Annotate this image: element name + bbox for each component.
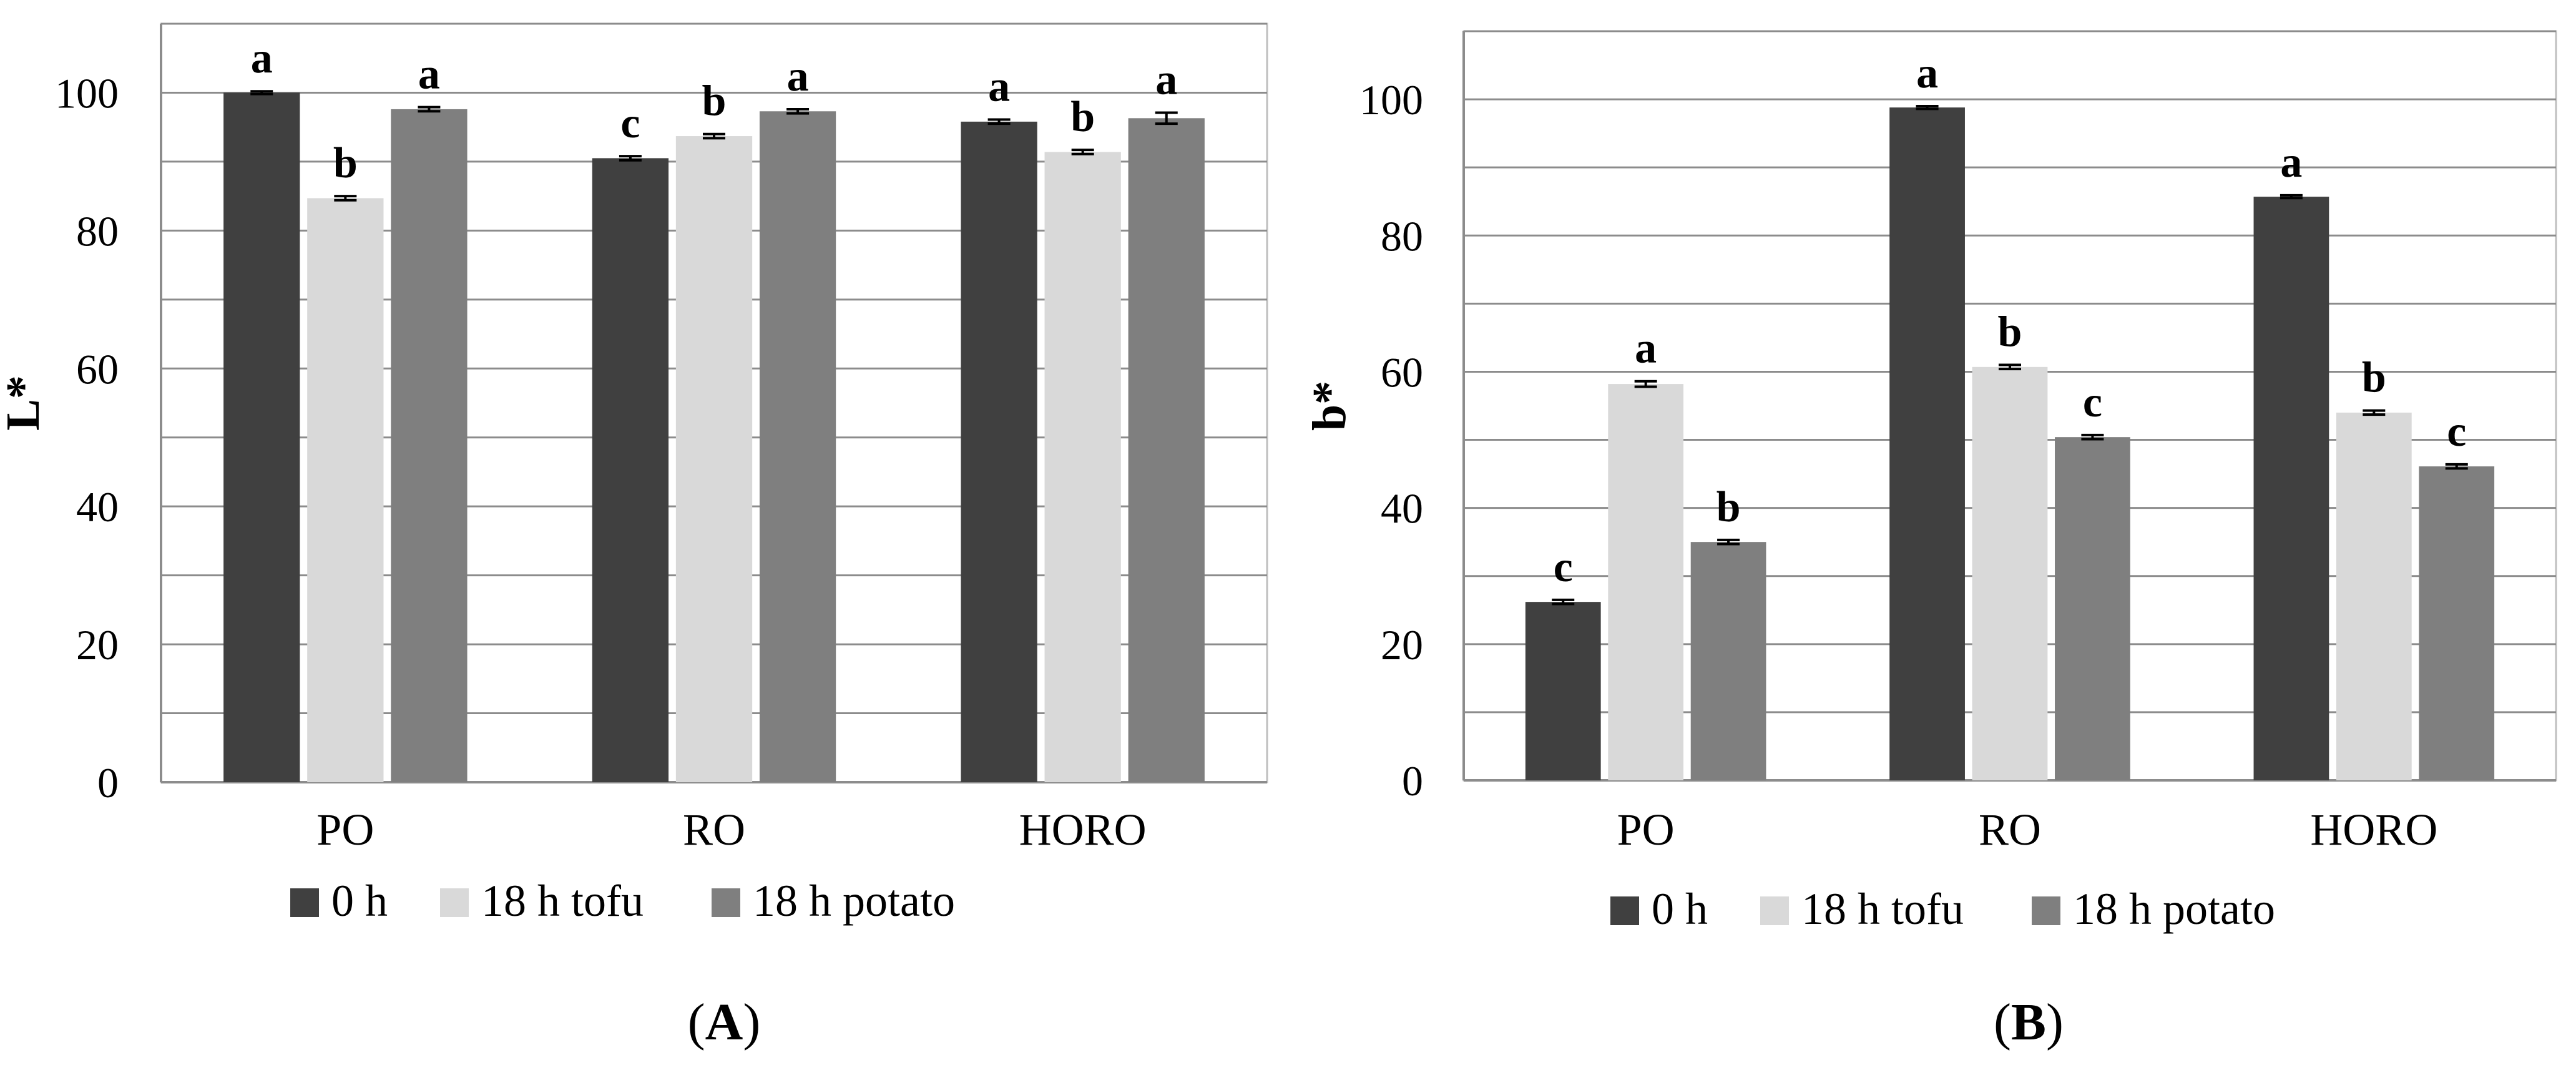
y-axis-title: L* — [0, 375, 49, 431]
y-tick-label: 40 — [76, 483, 119, 531]
legend-swatch — [1760, 896, 1789, 925]
legend-label: 0 h — [331, 876, 388, 926]
significance-letter: c — [620, 99, 640, 147]
significance-letter: c — [2083, 378, 2102, 426]
y-tick-label: 60 — [1381, 348, 1423, 396]
y-tick-label: 20 — [1381, 621, 1423, 669]
legend-label: 0 h — [1652, 884, 1708, 934]
legend-label: 18 h potato — [2073, 884, 2275, 934]
bar — [675, 136, 753, 783]
panel-label-close: ) — [743, 993, 760, 1051]
significance-letter: a — [787, 52, 809, 101]
y-tick-label: 60 — [76, 345, 119, 393]
significance-letter: a — [1916, 49, 1938, 97]
x-category-label: HORO — [2310, 805, 2437, 855]
significance-letter: c — [2447, 408, 2466, 456]
y-tick-label: 100 — [55, 69, 119, 117]
bar — [1972, 366, 2048, 780]
y-tick-label: 0 — [97, 759, 119, 807]
significance-letter: a — [418, 51, 440, 99]
bar — [1044, 152, 1121, 783]
legend-swatch — [440, 888, 469, 917]
significance-letter: a — [988, 63, 1010, 111]
y-axis-title: b* — [1303, 381, 1356, 431]
significance-letter: a — [251, 34, 273, 82]
x-category-label: PO — [1617, 805, 1675, 855]
y-tick-label: 80 — [76, 207, 119, 255]
bar — [1128, 118, 1205, 782]
y-tick-label: 40 — [1381, 485, 1423, 533]
panel-label-close: ) — [2046, 993, 2064, 1051]
x-category-label: PO — [316, 805, 374, 855]
panel-label: (B) — [1994, 993, 2064, 1051]
legend-swatch — [1610, 896, 1639, 925]
bar — [1690, 542, 1766, 780]
legend-swatch — [290, 888, 319, 917]
legend-label: 18 h tofu — [481, 876, 644, 926]
bar — [759, 111, 836, 783]
panel-label-open: ( — [1994, 993, 2011, 1051]
bar — [1525, 602, 1601, 780]
bar — [2055, 437, 2130, 780]
y-tick-label: 20 — [76, 621, 119, 669]
panel-label: (A) — [688, 993, 761, 1051]
significance-letter: b — [2362, 354, 2386, 402]
bar — [223, 92, 300, 782]
significance-letter: b — [1717, 483, 1741, 531]
significance-letter: b — [333, 139, 358, 187]
legend-label: 18 h tofu — [1801, 884, 1964, 934]
bar — [592, 158, 669, 783]
bar — [2419, 466, 2495, 780]
panel-b-chart: 0 20 40 60 80 100 b* c a b PO a b c RO a b c HORO 0 h 18 h t… — [1303, 30, 2557, 1051]
bar — [1889, 107, 1965, 780]
x-category-label: RO — [1979, 805, 2041, 855]
significance-letter: a — [2280, 139, 2302, 187]
y-tick-label: 0 — [1402, 757, 1423, 805]
x-category-label: RO — [683, 805, 745, 855]
legend-swatch — [2032, 896, 2060, 925]
panel-a-chart: 0 20 40 60 80 100 L* a b a PO c b a RO a b a HORO 0 h 18 h t… — [0, 22, 1268, 1051]
significance-letter: b — [1998, 308, 2022, 356]
significance-letter: b — [702, 77, 727, 125]
panel-label-open: ( — [688, 993, 705, 1051]
y-tick-label: 100 — [1359, 76, 1423, 124]
panel-label-letter: A — [705, 993, 743, 1051]
bar — [2336, 412, 2412, 780]
significance-letter: a — [1155, 56, 1177, 104]
bar — [1608, 384, 1684, 780]
x-category-label: HORO — [1019, 805, 1147, 855]
y-tick-label: 80 — [1381, 212, 1423, 260]
legend-swatch — [712, 888, 740, 917]
bar — [961, 121, 1037, 782]
significance-letter: c — [1554, 543, 1573, 591]
bar — [391, 109, 468, 783]
bar — [307, 198, 384, 782]
legend-label: 18 h potato — [753, 876, 955, 926]
panel-label-letter: B — [2011, 993, 2046, 1051]
significance-letter: b — [1070, 93, 1095, 141]
bar — [2253, 197, 2329, 780]
significance-letter: a — [1635, 325, 1657, 373]
